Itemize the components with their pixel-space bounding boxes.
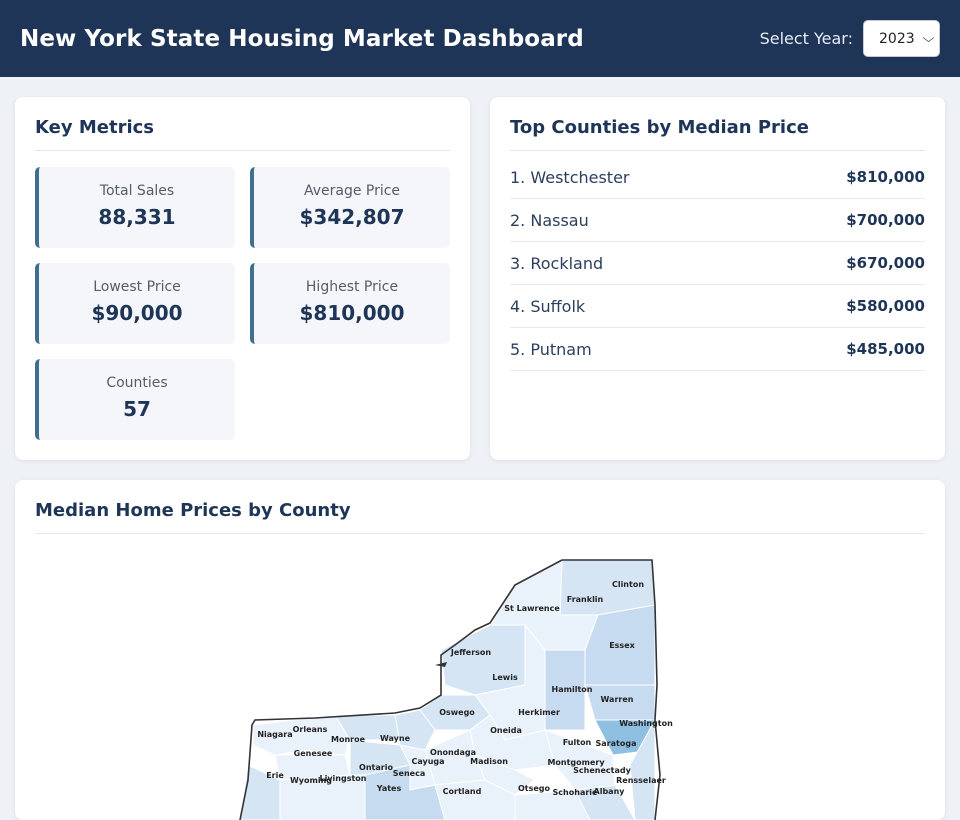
county-map-title: Median Home Prices by County [35,480,925,534]
top-header: New York State Housing Market Dashboard … [0,0,960,77]
county-label: Erie [266,771,284,780]
county-label: Wayne [380,734,411,743]
county-name: 5. Putnam [510,339,592,359]
county-region[interactable] [544,649,586,731]
metric-value: $810,000 [299,301,405,325]
county-label: Hamilton [552,685,593,694]
county-label: Ontario [359,763,393,772]
metric-label: Counties [106,375,168,391]
top-counties-card: Top Counties by Median Price 1. Westches… [490,97,945,460]
county-label: Madison [470,757,508,766]
year-label: Select Year: [759,29,853,48]
county-label: Franklin [567,595,604,604]
county-label: Schoharie [553,788,598,797]
county-label: Orleans [293,725,328,734]
year-selector-group: Select Year: 2023 ⌵ [760,20,940,57]
page-title: New York State Housing Market Dashboard [20,25,584,52]
metric-label: Average Price [303,183,401,199]
key-metrics-title: Key Metrics [35,97,450,151]
county-region[interactable] [440,624,526,696]
county-label: Washington [619,719,673,728]
metric-total-sales: Total Sales 88,331 [35,167,235,248]
list-item: 4. Suffolk $580,000 [510,285,925,328]
county-region[interactable] [394,709,436,751]
county-label: Seneca [393,769,425,778]
county-price: $485,000 [846,340,925,358]
year-select[interactable]: 2023 ⌵ [863,20,940,57]
county-label: Cayuga [411,757,444,766]
county-label: Oneida [490,726,522,735]
county-label: Livingston [320,774,367,783]
metric-counties: Counties 57 [35,359,235,440]
list-item: 5. Putnam $485,000 [510,328,925,371]
year-select-value: 2023 [879,30,915,47]
island-shape [435,662,447,667]
county-label: Oswego [439,708,475,717]
county-label: Montgomery [547,758,605,767]
county-name: 1. Westchester [510,167,630,187]
county-label: Otsego [518,784,551,793]
county-label: St Lawrence [504,604,560,613]
top-counties-title: Top Counties by Median Price [510,97,925,151]
county-label: Herkimer [518,708,560,717]
county-label: Clinton [612,580,644,589]
metric-label: Total Sales [99,183,175,199]
metric-value: $90,000 [91,301,183,325]
county-region[interactable] [474,754,536,796]
county-price: $810,000 [846,168,925,186]
metric-label: Lowest Price [93,279,181,295]
county-label: Wyoming [290,776,332,785]
county-name: 4. Suffolk [510,296,586,316]
county-price: $700,000 [846,211,925,229]
county-label: Rensselaer [616,776,666,785]
state-outline [239,559,661,820]
county-label: Cortland [443,787,482,796]
county-price: $580,000 [846,297,925,315]
new-york-map: Clinton Franklin St Lawrence Essex Jeffe… [239,559,673,820]
county-label: Monroe [331,735,366,744]
list-item: 2. Nassau $700,000 [510,199,925,242]
county-map: Clinton Franklin St Lawrence Essex Jeffe… [15,535,945,820]
county-label: Jefferson [450,648,492,657]
county-name: 2. Nassau [510,210,589,230]
county-label: Saratoga [596,739,637,748]
list-item: 1. Westchester $810,000 [510,156,925,199]
metric-lowest-price: Lowest Price $90,000 [35,263,235,344]
county-label: Schenectady [573,766,631,775]
county-label: Onondaga [430,748,476,757]
county-label: Warren [601,695,634,704]
county-label: Yates [376,784,402,793]
county-map-card: Median Home Prices by County [15,480,945,820]
key-metrics-card: Key Metrics Total Sales 88,331 Average P… [15,97,470,460]
county-price: $670,000 [846,254,925,272]
metric-value: 57 [123,397,151,421]
county-label: Albany [594,787,626,796]
chevron-down-icon: ⌵ [922,31,935,45]
county-label: Essex [609,641,635,650]
county-label: Genesee [294,749,333,758]
metric-highest-price: Highest Price $810,000 [250,263,450,344]
county-label: Niagara [257,730,292,739]
metric-value: 88,331 [98,205,176,229]
county-name: 3. Rockland [510,253,604,273]
county-label: Lewis [492,673,518,682]
metric-average-price: Average Price $342,807 [250,167,450,248]
metric-value: $342,807 [299,205,405,229]
county-label: Fulton [563,738,592,747]
list-item: 3. Rockland $670,000 [510,242,925,285]
metric-label: Highest Price [305,279,399,295]
